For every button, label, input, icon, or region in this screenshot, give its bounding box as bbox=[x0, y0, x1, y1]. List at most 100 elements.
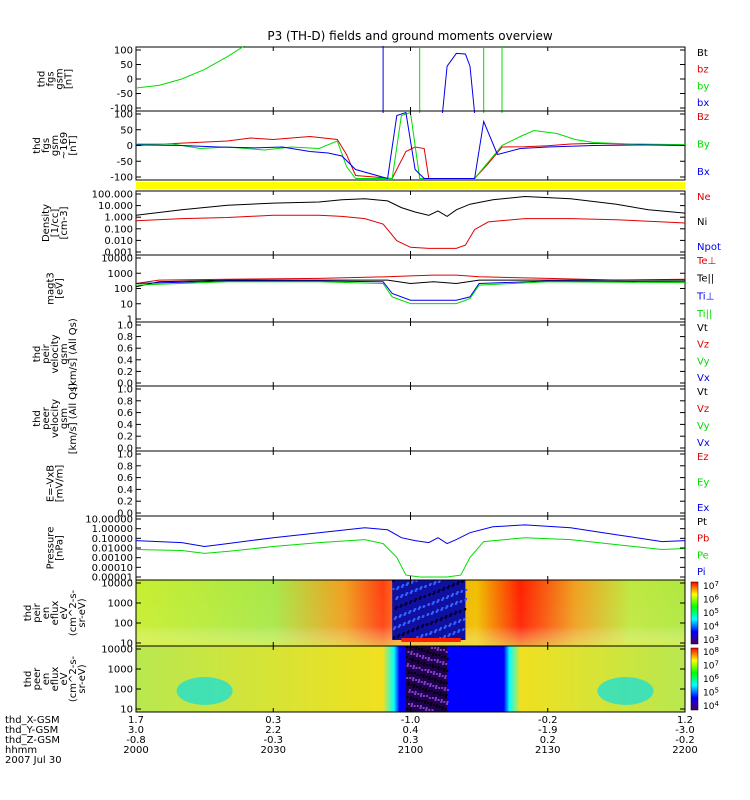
date-label: 2007 Jul 30 bbox=[5, 755, 62, 766]
electron-spectrogram-cold-right bbox=[597, 677, 654, 705]
y-tick-label: 100 bbox=[114, 619, 133, 630]
series-Bx-line bbox=[136, 111, 685, 180]
ion-spectrogram-void bbox=[392, 580, 466, 640]
legend-Vt: Vt bbox=[697, 323, 708, 334]
y-tick-label: 100 bbox=[114, 110, 133, 121]
legend-Te⊥: Te⊥ bbox=[696, 256, 716, 267]
colorbar-label: 104 bbox=[703, 700, 719, 712]
y-tick-label: 0.00010 bbox=[92, 563, 133, 574]
x-tick-label: -3.0 bbox=[675, 725, 695, 736]
y-axis-label: E=-VxB[mV/m] bbox=[46, 465, 66, 503]
legend-Vt: Vt bbox=[697, 387, 708, 398]
y-tick-label: 1000 bbox=[108, 665, 133, 676]
series-by-line bbox=[136, 46, 246, 89]
y-tick-label: 0.6 bbox=[117, 344, 133, 355]
x-row-label: hhmm bbox=[5, 745, 37, 756]
panel-e: 1.00.80.60.40.20.0 E=-VxB[mV/m] Ez Ey Ex bbox=[46, 450, 710, 520]
x-tick-label: -1.9 bbox=[538, 725, 558, 736]
series-Te||-line bbox=[136, 279, 685, 288]
x-tick-label: -0.3 bbox=[263, 735, 283, 746]
y-tick-label: 50 bbox=[120, 60, 133, 71]
series-Te⊥-line bbox=[136, 274, 685, 284]
y-axis-label: thdpeerenefluxeV(cm^2-s-sr-eV) bbox=[23, 655, 88, 702]
x-row-label: thd_Z-GSM bbox=[5, 735, 60, 746]
y-tick-label: 1000 bbox=[108, 599, 133, 610]
y-tick-label: 50 bbox=[120, 125, 133, 136]
series-By-line bbox=[136, 111, 685, 179]
y-axis-label: Pressure[nPa] bbox=[46, 527, 66, 570]
y-tick-label: 0.0 bbox=[117, 509, 133, 520]
colorbar-label: 103 bbox=[703, 634, 719, 646]
ion-low-energy-band bbox=[401, 638, 461, 642]
series-Ne-line bbox=[136, 214, 685, 249]
legend-Ti⊥: Ti⊥ bbox=[696, 291, 714, 302]
colorbar-label: 104 bbox=[703, 621, 719, 633]
x-tick-label: 0.2 bbox=[540, 735, 556, 746]
y-tick-label: 1.0 bbox=[117, 321, 133, 332]
panel-fgs2: 100 50 0 -50 -100 thdfgsgsm~169[nT] Bz By Bx bbox=[32, 110, 710, 184]
x-tick-label: 2000 bbox=[123, 745, 148, 756]
x-tick-label: 2200 bbox=[672, 745, 697, 756]
panel-frame bbox=[135, 190, 686, 256]
legend-Npot: Npot bbox=[697, 242, 721, 253]
legend-by: by bbox=[697, 81, 709, 92]
panel-temp: 10000 1000 100 10 1 magt3[eV] Te⊥ Te|| Ti⊥ Ti|| bbox=[46, 254, 717, 326]
y-tick-label: 10 bbox=[120, 299, 133, 310]
colorbar-label: 106 bbox=[703, 673, 719, 685]
series-Pi-line bbox=[136, 524, 685, 548]
colorbar-label: 105 bbox=[703, 687, 719, 699]
legend-Vx: Vx bbox=[697, 438, 710, 449]
legend-Ne: Ne bbox=[697, 192, 711, 203]
series-Ni-line bbox=[136, 195, 685, 217]
legend-Ez: Ez bbox=[697, 452, 709, 463]
legend-Pb: Pb bbox=[697, 534, 709, 545]
y-axis-label: thdpeervelocitygsm[km/s] (All Qs) bbox=[32, 383, 79, 455]
y-tick-label: 0.10000 bbox=[92, 534, 133, 545]
y-tick-label: 1.000 bbox=[104, 213, 133, 224]
legend-bx: bx bbox=[697, 98, 709, 109]
y-tick-label: 0.8 bbox=[117, 332, 133, 343]
series-bx-line bbox=[442, 52, 476, 114]
colorbar-label: 107 bbox=[703, 660, 719, 672]
y-axis-label: thdfgsgsm~169[nT] bbox=[32, 132, 79, 159]
series-Pe-line bbox=[136, 537, 685, 578]
panel-frame bbox=[135, 450, 686, 517]
y-tick-label: 100 bbox=[114, 685, 133, 696]
colorbar-label: 106 bbox=[703, 594, 719, 606]
y-tick-label: 0.6 bbox=[117, 408, 133, 419]
x-row-label: thd_X-GSM bbox=[5, 715, 60, 726]
panel-vi: 1.00.80.60.40.20.0 thdpeirvelocitygsm[km/… bbox=[32, 318, 710, 390]
y-tick-label: 0.8 bbox=[117, 461, 133, 472]
colorbar-label: 105 bbox=[703, 607, 719, 619]
x-tick-label: 1.7 bbox=[128, 715, 144, 726]
y-tick-label: 10000 bbox=[101, 645, 133, 656]
y-tick-label: 0.2 bbox=[117, 432, 133, 443]
y-axis-label: thdpeirvelocitygsm[km/s] (All Qs) bbox=[32, 318, 79, 390]
y-tick-label: -100 bbox=[110, 104, 133, 115]
legend-Ex: Ex bbox=[697, 503, 709, 514]
y-axis-label: thdpeirenefluxeV(cm^2-s-sr-eV) bbox=[23, 589, 88, 636]
legend-Bx: Bx bbox=[697, 167, 710, 178]
x-tick-label: -0.2 bbox=[538, 715, 558, 726]
y-tick-label: 0.01000 bbox=[92, 544, 133, 555]
y-tick-label: 0.2 bbox=[117, 497, 133, 508]
y-axis-label: magt3[eV] bbox=[46, 272, 66, 305]
x-tick-label: -0.2 bbox=[675, 735, 695, 746]
legend-Vy: Vy bbox=[697, 356, 710, 367]
y-tick-label: 10.00000 bbox=[85, 515, 133, 526]
y-tick-label: 10 bbox=[120, 639, 133, 650]
panel-frame bbox=[135, 254, 686, 323]
series-Ti⊥-line bbox=[136, 280, 685, 301]
legend-By: By bbox=[697, 140, 710, 151]
legend-Ey: Ey bbox=[697, 478, 709, 489]
y-tick-label: 100 bbox=[114, 46, 133, 57]
y-tick-label: 0.0 bbox=[117, 444, 133, 455]
colorbar-label: 107 bbox=[703, 580, 719, 592]
legend-Pe: Pe bbox=[697, 550, 709, 561]
y-tick-label: 1.0 bbox=[117, 385, 133, 396]
x-tick-label: 2030 bbox=[261, 745, 286, 756]
y-tick-label: -50 bbox=[117, 157, 133, 168]
y-tick-label: 100 bbox=[114, 284, 133, 295]
